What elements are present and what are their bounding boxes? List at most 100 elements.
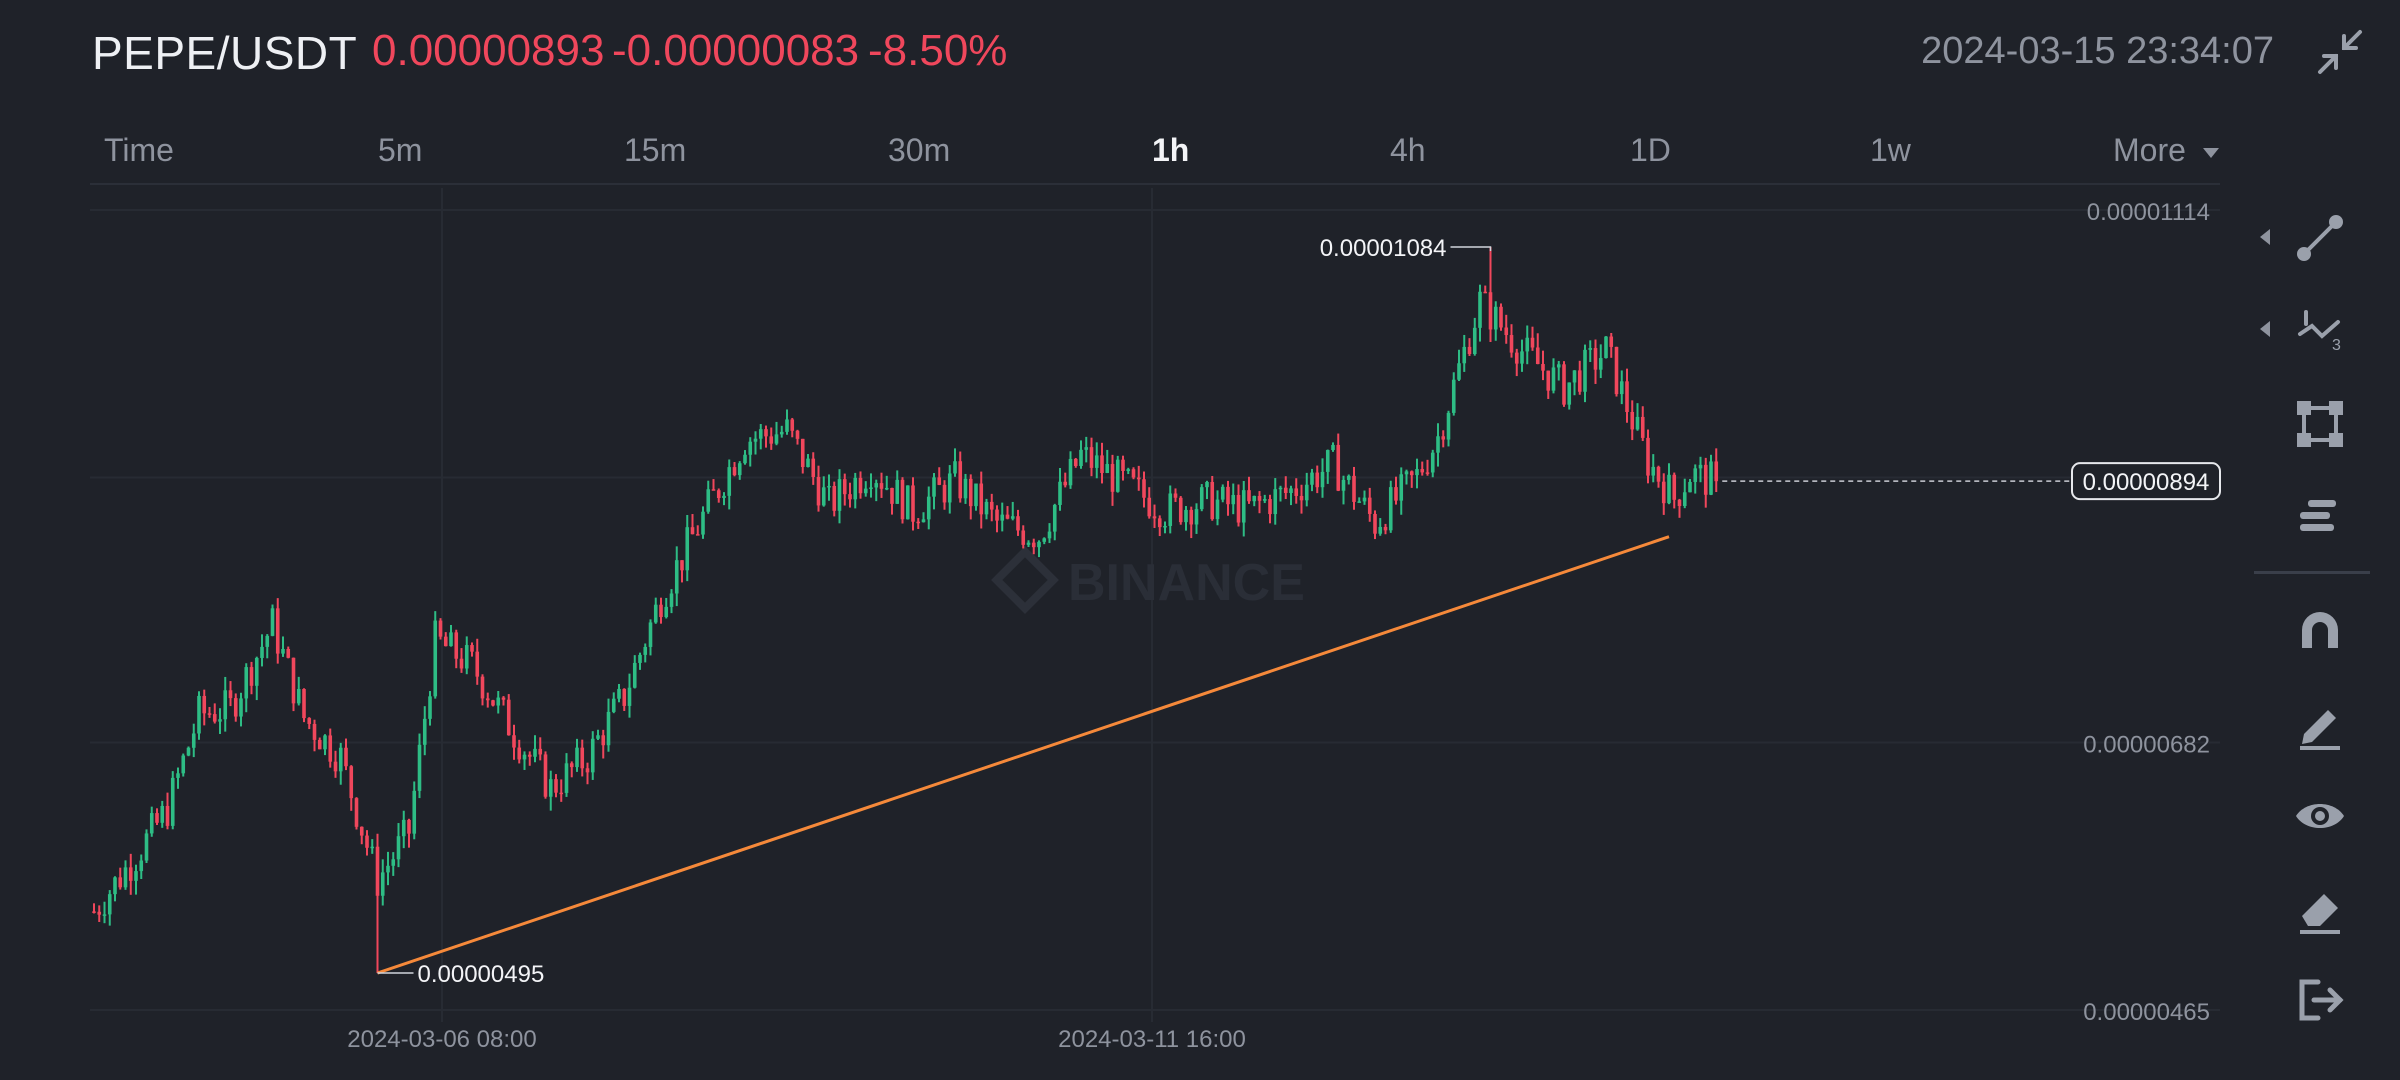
- candle-body: [879, 483, 884, 489]
- candle-body: [107, 894, 112, 915]
- candle-body: [1236, 494, 1241, 523]
- candle-body: [1257, 495, 1262, 501]
- candle-body: [942, 484, 947, 503]
- candle-body: [638, 654, 642, 663]
- fibonacci-tool-icon[interactable]: 3: [2292, 304, 2348, 360]
- candle-body: [727, 467, 732, 496]
- candle-body: [1210, 482, 1215, 520]
- candle-body: [1325, 450, 1330, 472]
- candle-body: [1147, 497, 1152, 517]
- candle-body: [921, 519, 926, 523]
- text-tool-icon[interactable]: [2292, 488, 2348, 544]
- candle-body: [328, 735, 333, 762]
- candle-body: [281, 648, 285, 654]
- candle-body: [1656, 466, 1661, 482]
- candle-body: [1604, 336, 1608, 359]
- eye-icon[interactable]: [2292, 788, 2348, 844]
- candle-body: [533, 748, 537, 757]
- candle-body: [512, 735, 516, 748]
- tab-more[interactable]: More: [2113, 132, 2219, 169]
- candle-body: [155, 813, 159, 823]
- candle-body: [680, 560, 684, 571]
- candle-body: [354, 798, 359, 827]
- eraser-icon[interactable]: [2292, 880, 2348, 936]
- trendline[interactable]: [377, 535, 1670, 975]
- candle-body: [580, 747, 585, 769]
- candle-body: [685, 527, 690, 571]
- line-tool-icon[interactable]: [2292, 210, 2348, 266]
- candle-body: [1535, 347, 1540, 365]
- candle-body: [911, 485, 915, 522]
- candle-body: [816, 476, 821, 506]
- candle-body: [249, 667, 254, 686]
- candle-body: [134, 871, 138, 881]
- candle-body: [260, 646, 264, 658]
- candle-body: [1667, 474, 1671, 504]
- candle-body: [1152, 516, 1157, 519]
- candle-body: [596, 735, 600, 739]
- candle-body: [181, 755, 186, 774]
- candle-body: [548, 779, 553, 797]
- rectangle-tool-icon[interactable]: [2292, 396, 2348, 452]
- candle-body: [774, 434, 779, 444]
- candle-body: [239, 698, 243, 717]
- candle-body: [118, 877, 123, 888]
- candle-body: [1194, 509, 1199, 525]
- candle-body: [611, 698, 616, 712]
- candle-body: [1278, 487, 1283, 490]
- candle-body: [1367, 497, 1372, 514]
- tool-expand-caret[interactable]: [2260, 321, 2270, 337]
- candle-body: [653, 604, 658, 623]
- candle-body: [517, 747, 522, 760]
- candle-body: [1514, 352, 1519, 364]
- magnet-icon[interactable]: [2292, 604, 2348, 660]
- candle-body: [1682, 492, 1687, 507]
- tab-5m[interactable]: 5m: [378, 132, 423, 168]
- collapse-icon[interactable]: [2316, 28, 2364, 76]
- candle-body: [1472, 327, 1477, 354]
- candle-body: [1205, 482, 1209, 488]
- candle-body: [1136, 477, 1141, 480]
- candle-body: [144, 833, 149, 861]
- candle-body: [1010, 516, 1015, 519]
- candle-body: [1299, 495, 1304, 501]
- candle-body: [1047, 531, 1052, 539]
- watermark-text: BINANCE: [1068, 554, 1305, 612]
- candle-body: [648, 622, 653, 647]
- candle-body: [1105, 464, 1110, 473]
- candle-body: [1063, 481, 1068, 486]
- tab-4h[interactable]: 4h: [1390, 132, 1426, 168]
- candle-body: [895, 479, 900, 504]
- candle-body: [758, 429, 763, 439]
- price-tick-label: 0.00001114: [2087, 199, 2210, 226]
- candle-body: [601, 735, 606, 746]
- candle-body: [291, 657, 296, 704]
- candle-body: [716, 490, 721, 498]
- tab-1h[interactable]: 1h: [1152, 132, 1190, 168]
- candle-body: [590, 738, 595, 773]
- candle-body: [1509, 335, 1514, 353]
- candle-body: [1352, 475, 1356, 502]
- candle-body: [632, 662, 637, 688]
- tool-expand-caret[interactable]: [2260, 229, 2270, 245]
- candle-body: [380, 872, 385, 896]
- candle-body: [1409, 471, 1414, 476]
- tab-30m[interactable]: 30m: [888, 132, 951, 168]
- tab-15m[interactable]: 15m: [624, 132, 687, 168]
- last-price: 0.00000893: [372, 26, 605, 75]
- exit-icon[interactable]: [2292, 972, 2348, 1028]
- candle-body: [302, 689, 306, 719]
- candle-body: [485, 698, 490, 701]
- pencil-icon[interactable]: [2292, 696, 2348, 752]
- candle-body: [92, 911, 96, 913]
- candle-body: [1488, 292, 1493, 330]
- tab-more-label: More: [2113, 132, 2186, 168]
- tab-time[interactable]: Time: [104, 132, 174, 168]
- candle-body: [1425, 472, 1430, 474]
- trading-pair[interactable]: PEPE/USDT: [92, 27, 358, 79]
- tab-1w[interactable]: 1w: [1870, 132, 1911, 168]
- candle-body: [900, 479, 905, 520]
- tab-1d[interactable]: 1D: [1630, 132, 1671, 168]
- candle-body: [664, 606, 669, 618]
